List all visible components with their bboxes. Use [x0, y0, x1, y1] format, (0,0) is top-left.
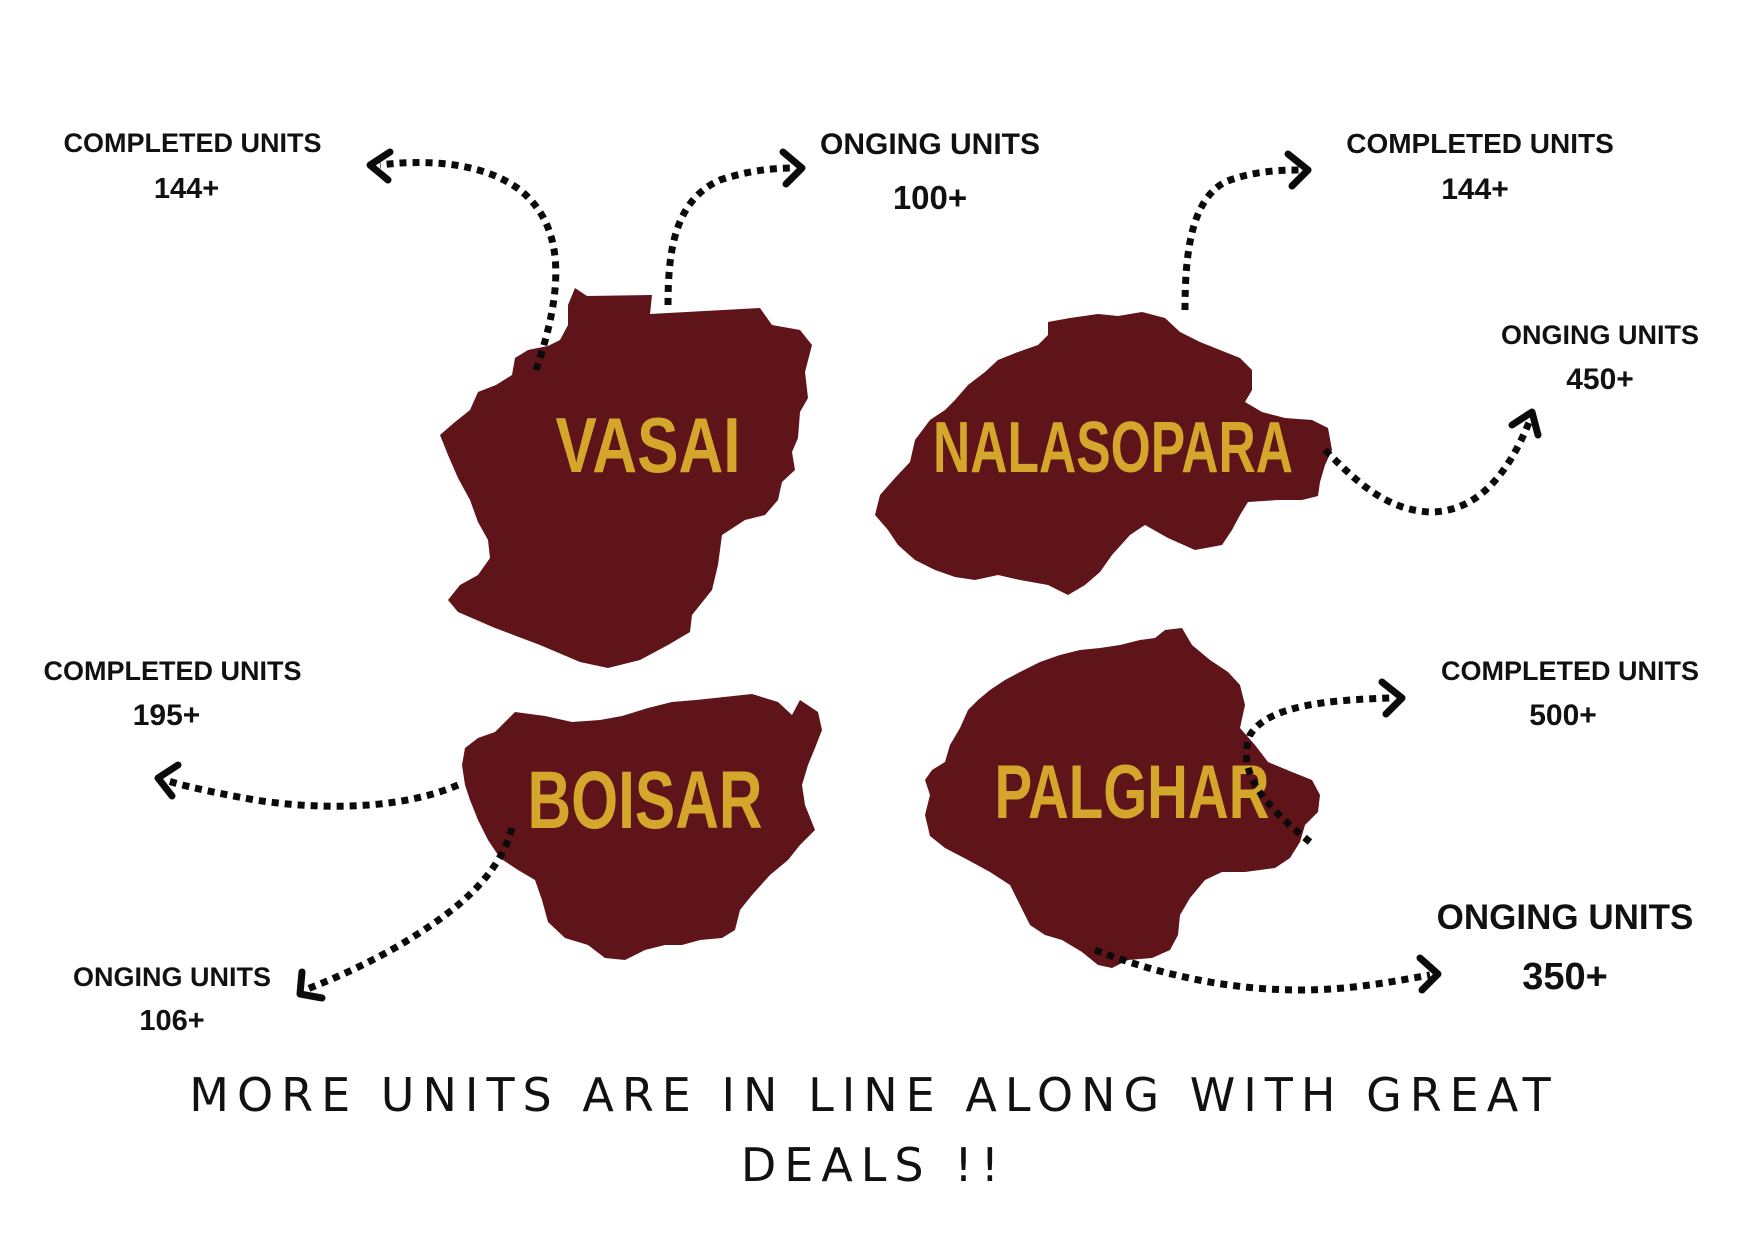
- palghar-completed-stat: COMPLETED UNITS 500+: [1425, 656, 1715, 734]
- vasai-region-label: VASAI: [556, 401, 741, 489]
- vasai-ongoing-stat: ONGING UNITS 100+: [810, 128, 1050, 216]
- nalasopara-ongoing-arrowhead-icon: [1508, 408, 1542, 439]
- vasai-completed-value: 144+: [153, 173, 220, 206]
- footer-tagline: MORE UNITS ARE IN LINE ALONG WITH GREAT …: [60, 1060, 1688, 1200]
- nalasopara-region-label: NALASOPARA: [933, 408, 1293, 488]
- vasai-completed-arrowhead-icon: [366, 148, 394, 184]
- palghar-ongoing-value: 350+: [1522, 956, 1608, 999]
- nalasopara-region-shape: [875, 312, 1332, 595]
- palghar-region-label: PALGHAR: [995, 750, 1270, 835]
- nalasopara-completed-value: 144+: [1441, 173, 1509, 207]
- palghar-completed-arrowhead-icon: [1378, 678, 1406, 718]
- palghar-completed-value: 500+: [1529, 699, 1597, 733]
- palghar-ongoing-arrow: [1093, 946, 1431, 994]
- vasai-completed-arrow: [379, 159, 560, 372]
- nalasopara-completed-arrow: [1181, 166, 1301, 311]
- nalasopara-completed-arrowhead-icon: [1284, 150, 1312, 190]
- footer-line-2: DEALS !!: [740, 1138, 1008, 1192]
- vasai-completed-label: COMPLETED UNITS: [63, 128, 322, 158]
- footer-line-1: MORE UNITS ARE IN LINE ALONG WITH GREAT: [189, 1068, 1559, 1122]
- boisar-completed-value: 195+: [132, 699, 201, 733]
- vasai-ongoing-label: ONGING UNITS: [819, 128, 1040, 161]
- boisar-completed-arrowhead-icon: [154, 761, 182, 800]
- palghar-ongoing-label: ONGING UNITS: [1436, 898, 1694, 937]
- nalasopara-completed-stat: COMPLETED UNITS 144+: [1335, 128, 1625, 208]
- boisar-ongoing-stat: ONGING UNITS 106+: [62, 962, 282, 1038]
- palghar-region-shape: [925, 628, 1320, 968]
- nalasopara-completed-label: COMPLETED UNITS: [1346, 128, 1614, 159]
- nalasopara-ongoing-stat: ONGING UNITS 450+: [1490, 320, 1710, 398]
- palghar-ongoing-arrowhead-icon: [1416, 954, 1442, 994]
- palghar-completed-arrow: [1242, 694, 1391, 845]
- boisar-completed-stat: COMPLETED UNITS 195+: [30, 656, 315, 734]
- boisar-completed-label: COMPLETED UNITS: [43, 656, 302, 686]
- vasai-completed-stat: COMPLETED UNITS 144+: [50, 128, 335, 206]
- palghar-completed-label: COMPLETED UNITS: [1440, 656, 1699, 686]
- vasai-ongoing-arrowhead-icon: [779, 148, 806, 188]
- boisar-region-label: BOISAR: [528, 755, 763, 846]
- boisar-completed-arrow: [163, 776, 460, 810]
- boisar-ongoing-label: ONGING UNITS: [72, 962, 271, 992]
- nalasopara-ongoing-label: ONGING UNITS: [1500, 320, 1699, 350]
- boisar-ongoing-arrow: [303, 827, 516, 994]
- vasai-ongoing-value: 100+: [892, 178, 968, 216]
- palghar-ongoing-stat: ONGING UNITS 350+: [1425, 898, 1705, 1000]
- nalasopara-ongoing-arrow: [1322, 418, 1534, 516]
- boisar-region-shape: [462, 694, 822, 960]
- vasai-ongoing-arrow: [664, 164, 796, 306]
- boisar-ongoing-value: 106+: [139, 1005, 205, 1038]
- boisar-ongoing-arrowhead-icon: [296, 968, 326, 1002]
- nalasopara-ongoing-value: 450+: [1566, 363, 1634, 397]
- vasai-region-shape: [440, 288, 812, 668]
